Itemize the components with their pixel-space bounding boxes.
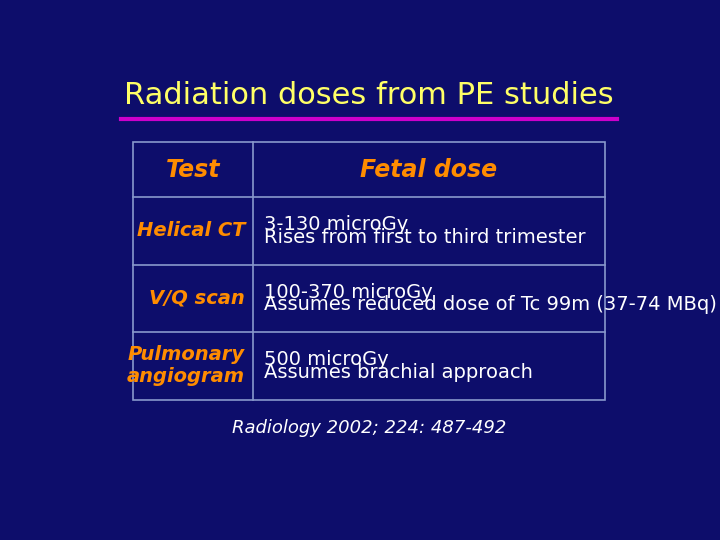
Text: Helical CT: Helical CT	[137, 221, 245, 240]
Text: Fetal dose: Fetal dose	[361, 158, 498, 181]
Text: Radiation doses from PE studies: Radiation doses from PE studies	[124, 81, 614, 110]
Text: Radiology 2002; 224: 487-492: Radiology 2002; 224: 487-492	[232, 419, 506, 437]
Text: Assumes reduced dose of Tc 99m (37-74 MBq): Assumes reduced dose of Tc 99m (37-74 MB…	[264, 295, 716, 314]
Text: Test: Test	[166, 158, 220, 181]
Bar	[132, 142, 606, 400]
Text: 3-130 microGy: 3-130 microGy	[264, 215, 408, 234]
Text: V/Q scan: V/Q scan	[149, 289, 245, 308]
Text: Rises from first to third trimester: Rises from first to third trimester	[264, 228, 585, 247]
Text: Assumes brachial approach: Assumes brachial approach	[264, 363, 533, 382]
Text: 500 microGy: 500 microGy	[264, 350, 388, 369]
Text: 100-370 microGy: 100-370 microGy	[264, 282, 432, 301]
Text: Pulmonary
angiogram: Pulmonary angiogram	[127, 346, 245, 387]
